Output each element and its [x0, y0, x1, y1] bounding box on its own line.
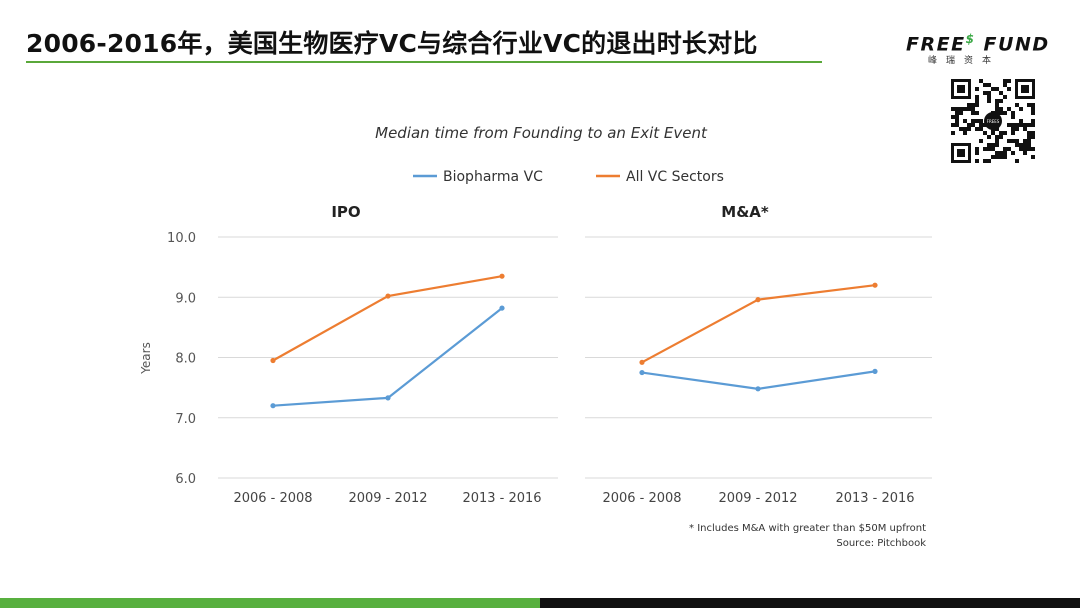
panel-title-mna: M&A* [721, 203, 769, 221]
y-tick-label: 10.0 [167, 231, 196, 246]
data-point [385, 293, 391, 299]
legend-label-biopharma: Biopharma VC [443, 169, 543, 185]
data-point [755, 297, 761, 303]
data-point [499, 273, 505, 279]
data-point [270, 403, 276, 409]
series-line-biopharma [272, 307, 503, 407]
legend: Biopharma VC All VC Sectors [413, 169, 724, 185]
slide-title: 2006-2016年，美国生物医疗VC与综合行业VC的退出时长对比 [26, 29, 758, 58]
y-tick-label: 9.0 [175, 291, 196, 306]
logo-wordmark: FREE$ FUND [906, 32, 1050, 56]
panel-title-ipo: IPO [331, 203, 360, 221]
data-point [639, 369, 645, 376]
source-note: Source: Pitchbook [836, 538, 926, 549]
bottom-bar-green [0, 598, 540, 608]
panel-mna: M&A* 2006 - 2008 2009 - 2012 2013 - 2016 [585, 203, 932, 506]
bottom-bar-black [540, 598, 1080, 608]
data-point [499, 305, 505, 311]
footnote: * Includes M&A with greater than $50M up… [689, 523, 926, 534]
x-tick-label: 2006 - 2008 [602, 491, 681, 506]
logo-subtitle: 峰瑞资本 [928, 56, 1001, 67]
chart-title: Median time from Founding to an Exit Eve… [375, 124, 708, 142]
data-point [270, 357, 276, 364]
series-line-all-vc [272, 275, 503, 362]
legend-label-all-vc: All VC Sectors [626, 169, 724, 185]
x-tick-label: 2013 - 2016 [835, 491, 914, 506]
y-axis-label: Years [139, 342, 153, 375]
x-tick-label: 2006 - 2008 [233, 491, 312, 506]
x-tick-label: 2009 - 2012 [348, 491, 427, 506]
logo: FREE$ FUND 峰瑞资本 [906, 32, 1050, 67]
data-point [872, 282, 878, 288]
qr-center-label: FREES [987, 119, 1000, 124]
title-underline [26, 61, 822, 63]
logo-dollar-sign: $ [965, 32, 976, 46]
y-tick-label: 7.0 [175, 412, 196, 427]
series-line-biopharma [641, 370, 876, 390]
x-tick-label: 2009 - 2012 [718, 491, 797, 506]
y-tick-label: 8.0 [175, 352, 196, 367]
data-point [639, 359, 645, 365]
data-point [872, 368, 878, 374]
x-tick-label: 2013 - 2016 [462, 491, 541, 506]
panel-ipo: IPO 6.0 7.0 8.0 9.0 10.0 2006 - 2008 2009 - 20… [167, 203, 558, 506]
logo-name-part2: FUND [975, 33, 1050, 56]
logo-name-part1: FREE [906, 33, 966, 56]
data-point [755, 386, 761, 392]
qr-code-icon: FREES [951, 79, 1035, 163]
data-point [385, 395, 391, 401]
y-tick-label: 6.0 [175, 472, 196, 487]
